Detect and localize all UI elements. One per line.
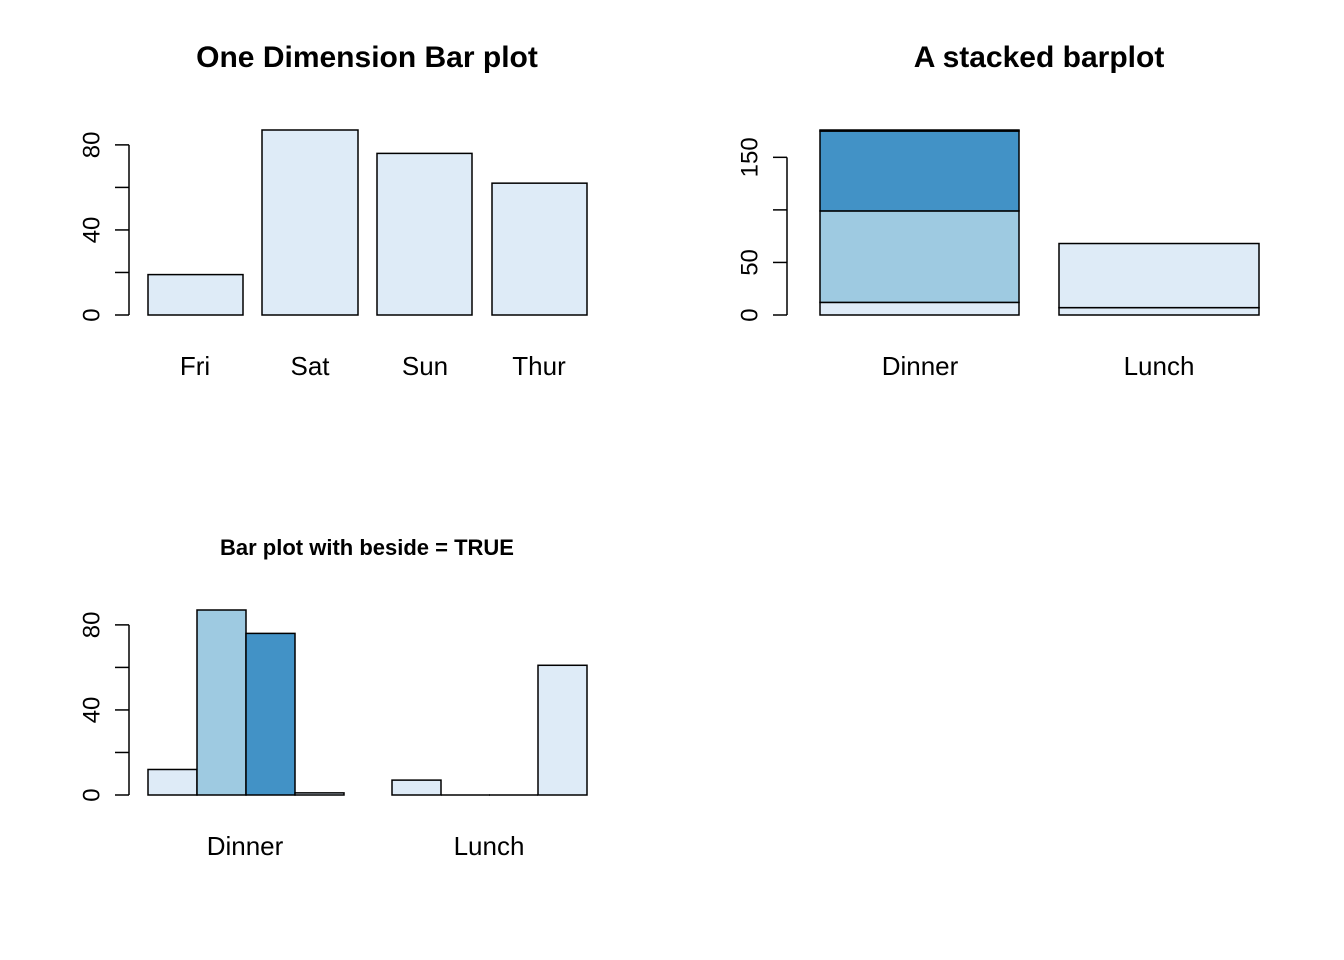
bar: [245, 632, 296, 796]
y-tick-label: 50: [737, 249, 764, 276]
y-tick-label: 150: [737, 137, 764, 177]
y-tick-label: 0: [737, 308, 764, 321]
bar: [147, 768, 198, 796]
bar-segment: [1058, 306, 1260, 316]
x-category-label: Sun: [402, 351, 448, 381]
bar: [294, 792, 345, 796]
y-tick-label: 80: [79, 612, 106, 639]
chart-title: A stacked barplot: [914, 41, 1165, 74]
chart-title: Bar plot with beside = TRUE: [220, 535, 514, 560]
x-category-label: Lunch: [454, 831, 525, 861]
bar: [391, 779, 442, 796]
x-category-label: Thur: [512, 351, 566, 381]
bar-segment: [819, 210, 1020, 304]
bar: [261, 129, 359, 316]
stacked-bar-chart: A stacked barplot 0 50 150 Dinner Lunch: [737, 41, 1260, 381]
y-tick-label: 0: [79, 308, 106, 321]
x-category-label: Sat: [290, 351, 330, 381]
y-tick-label: 80: [79, 132, 106, 159]
x-category-label: Lunch: [1124, 351, 1195, 381]
x-category-label: Dinner: [207, 831, 284, 861]
bar-segment: [819, 130, 1020, 212]
y-tick-label: 40: [79, 697, 106, 724]
y-tick-label: 0: [79, 788, 106, 801]
bar: [376, 152, 473, 316]
x-category-label: Fri: [180, 351, 210, 381]
x-category-label: Dinner: [882, 351, 959, 381]
bar-segment: [819, 301, 1020, 316]
bar-segment: [1058, 242, 1260, 309]
bar: [196, 609, 247, 796]
bar: [537, 664, 588, 796]
bar-chart-by-day: One Dimension Bar plot 0 40 80 Fri Sat Sun Thur: [79, 41, 588, 381]
bar: [491, 182, 588, 316]
bar: [147, 273, 244, 316]
grouped-bar-chart: Bar plot with beside = TRUE 0 40 80 Dinner Lu…: [79, 535, 588, 861]
y-tick-label: 40: [79, 217, 106, 244]
bar-segment: [819, 129, 1020, 132]
chart-title: One Dimension Bar plot: [196, 41, 538, 74]
